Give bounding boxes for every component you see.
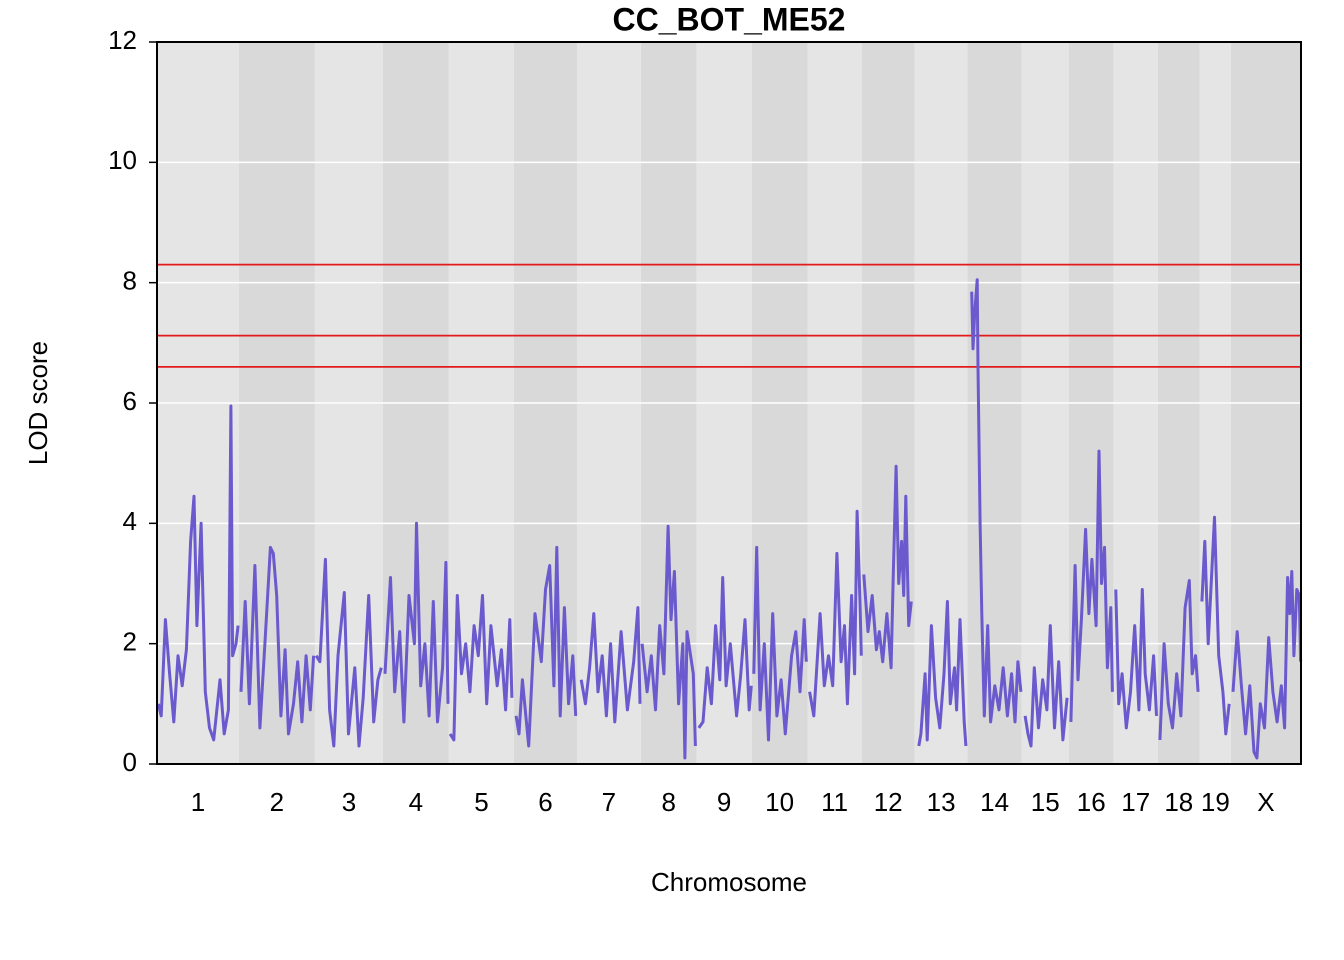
x-tick-label: 14 [980,787,1009,817]
x-tick-label: 18 [1164,787,1193,817]
lod-line [314,557,383,748]
lod-line [970,278,1023,724]
lod-line [862,464,913,670]
lod-line [448,594,514,742]
lod-line [752,545,808,742]
x-tick-label: 16 [1077,787,1106,817]
x-tick-label: 1 [191,787,205,817]
lod-line [1069,449,1114,722]
x-tick-label: 15 [1031,787,1060,817]
x-tick-label: 17 [1121,787,1150,817]
y-tick-label: 2 [123,627,137,657]
lod-line [917,600,968,747]
y-tick-label: 12 [108,25,137,55]
x-tick-label: 4 [409,787,423,817]
y-axis-label: LOD score [23,341,53,465]
y-tick-label: 8 [123,266,137,296]
y-tick-label: 0 [123,747,137,777]
x-tick-label: 9 [717,787,731,817]
lod-line [156,404,240,742]
lod-line [514,545,578,748]
lod-line [1158,579,1200,740]
y-tick-label: 4 [123,506,137,536]
x-tick-label: 8 [661,787,675,817]
lod-line [383,521,450,724]
x-tick-label: X [1257,787,1274,817]
x-tick-label: 12 [874,787,903,817]
lod-line [1023,624,1069,748]
plot-frame [156,41,1302,765]
x-tick-label: 13 [927,787,956,817]
x-tick-label: 6 [538,787,552,817]
x-tick-label: 5 [474,787,488,817]
lod-line [808,509,863,718]
chart-title: CC_BOT_ME52 [613,1,846,37]
lod-line [1231,570,1303,760]
x-tick-label: 19 [1201,787,1230,817]
x-tick-label: 11 [821,787,848,817]
lod-line [697,576,753,729]
lod-line [1114,588,1158,730]
x-tick-label: 7 [602,787,616,817]
x-tick-label: 10 [765,787,794,817]
y-tick-label: 10 [108,145,137,175]
lod-line [579,606,642,724]
lod-line [239,545,316,736]
y-tick-label: 6 [123,386,137,416]
x-tick-label: 3 [342,787,356,817]
lod-line [1200,515,1231,736]
lod-line [640,524,697,760]
x-axis-label: Chromosome [651,867,807,897]
x-tick-label: 2 [270,787,284,817]
